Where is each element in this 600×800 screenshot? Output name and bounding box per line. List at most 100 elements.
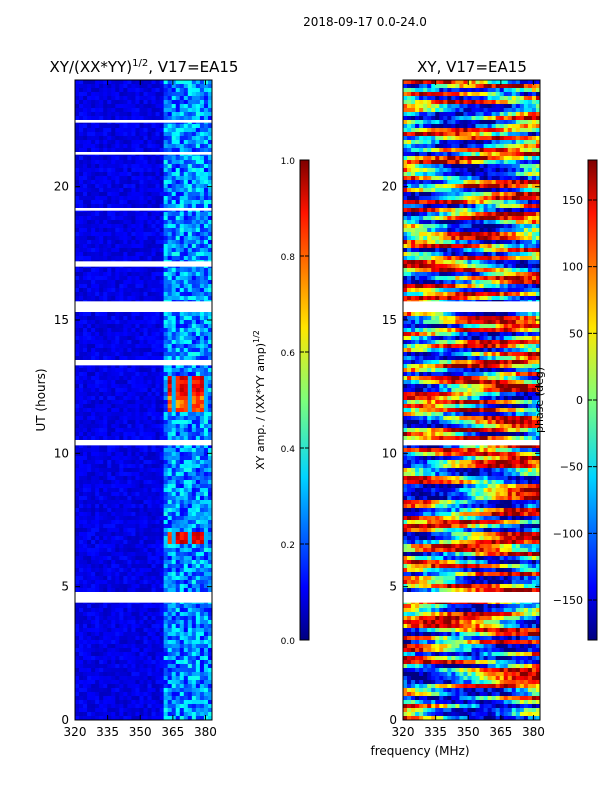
heatmap-cell xyxy=(123,332,128,337)
heatmap-cell xyxy=(135,504,140,509)
heatmap-cell xyxy=(155,144,161,149)
heatmap-cell xyxy=(151,424,156,429)
heatmap-cell xyxy=(131,444,136,449)
heatmap-cell xyxy=(87,452,92,457)
heatmap-cell xyxy=(191,392,197,397)
heatmap-cell xyxy=(119,240,124,245)
heatmap-cell xyxy=(135,192,140,197)
heatmap-cell xyxy=(139,284,144,289)
heatmap-cell xyxy=(119,584,124,589)
heatmap-cell xyxy=(99,652,104,657)
heatmap-cell xyxy=(171,340,177,345)
heatmap-cell xyxy=(171,228,177,233)
heatmap-cell xyxy=(187,248,193,253)
heatmap-cell xyxy=(187,284,193,289)
heatmap-cell xyxy=(103,332,108,337)
heatmap-cell xyxy=(159,612,165,617)
heatmap-cell xyxy=(91,136,96,141)
heatmap-cell xyxy=(123,352,128,357)
heatmap-cell xyxy=(207,432,213,437)
heatmap-cell xyxy=(195,544,201,549)
heatmap-cell xyxy=(187,576,193,581)
heatmap-cell xyxy=(115,232,120,237)
heatmap-cell xyxy=(87,344,92,349)
heatmap-cell xyxy=(151,552,156,557)
heatmap-cell xyxy=(107,336,112,341)
heatmap-cell xyxy=(143,636,148,641)
heatmap-cell xyxy=(179,212,185,217)
heatmap-cell xyxy=(143,284,148,289)
heatmap-cell xyxy=(199,508,205,513)
heatmap-cell xyxy=(111,164,116,169)
heatmap-cell xyxy=(139,392,144,397)
heatmap-cell xyxy=(139,252,144,257)
heatmap-cell xyxy=(143,604,148,609)
heatmap-cell xyxy=(203,248,209,253)
heatmap-cell xyxy=(175,572,181,577)
heatmap-cell xyxy=(207,340,213,345)
heatmap-cell xyxy=(79,200,84,205)
heatmap-cell xyxy=(103,484,108,489)
heatmap-cell xyxy=(199,136,205,141)
heatmap-cell xyxy=(139,452,144,457)
heatmap-cell xyxy=(139,320,144,325)
heatmap-cell xyxy=(187,612,193,617)
heatmap-cell xyxy=(135,240,140,245)
heatmap-cell xyxy=(175,484,181,489)
heatmap-cell xyxy=(183,656,189,661)
heatmap-cell xyxy=(103,368,108,373)
heatmap-cell xyxy=(115,104,120,109)
heatmap-cell xyxy=(167,212,173,217)
heatmap-cell xyxy=(147,468,152,473)
heatmap-cell xyxy=(163,508,169,513)
heatmap-cell xyxy=(175,664,181,669)
heatmap-cell xyxy=(143,620,148,625)
heatmap-cell xyxy=(79,608,84,613)
heatmap-cell xyxy=(91,184,96,189)
heatmap-cell xyxy=(107,388,112,393)
heatmap-cell xyxy=(147,204,152,209)
heatmap-cell xyxy=(163,432,169,437)
heatmap-cell xyxy=(103,444,108,449)
heatmap-cell xyxy=(91,244,96,249)
heatmap-cell xyxy=(99,604,104,609)
heatmap-cell xyxy=(183,488,189,493)
heatmap-cell xyxy=(119,204,124,209)
heatmap-cell xyxy=(111,576,116,581)
heatmap-cell xyxy=(207,572,213,577)
heatmap-cell xyxy=(159,348,165,353)
heatmap-cell xyxy=(207,472,213,477)
heatmap-cell xyxy=(119,108,124,113)
heatmap-cell xyxy=(191,428,197,433)
heatmap-cell xyxy=(119,480,124,485)
heatmap-cell xyxy=(171,320,177,325)
heatmap-cell xyxy=(107,492,112,497)
heatmap-cell xyxy=(75,492,80,497)
heatmap-cell xyxy=(203,392,209,397)
heatmap-cell xyxy=(147,116,152,121)
heatmap-cell xyxy=(107,84,112,89)
heatmap-cell xyxy=(179,232,185,237)
heatmap-cell xyxy=(75,640,80,645)
heatmap-cell xyxy=(83,156,88,161)
heatmap-cell xyxy=(107,464,112,469)
heatmap-cell xyxy=(135,580,140,585)
heatmap-cell xyxy=(111,220,116,225)
heatmap-cell xyxy=(87,572,92,577)
heatmap-cell xyxy=(119,452,124,457)
heatmap-cell xyxy=(127,340,132,345)
heatmap-cell xyxy=(191,552,197,557)
heatmap-cell xyxy=(155,496,161,501)
heatmap-cell xyxy=(99,132,104,137)
heatmap-cell xyxy=(135,656,140,661)
heatmap-cell xyxy=(155,488,161,493)
heatmap-cell xyxy=(167,452,173,457)
heatmap-cell xyxy=(131,612,136,617)
heatmap-cell xyxy=(199,608,205,613)
heatmap-cell xyxy=(167,540,173,545)
heatmap-cell xyxy=(207,392,213,397)
heatmap-cell xyxy=(179,332,185,337)
heatmap-cell xyxy=(179,168,185,173)
heatmap-cell xyxy=(107,520,112,525)
heatmap-cell xyxy=(123,436,128,441)
